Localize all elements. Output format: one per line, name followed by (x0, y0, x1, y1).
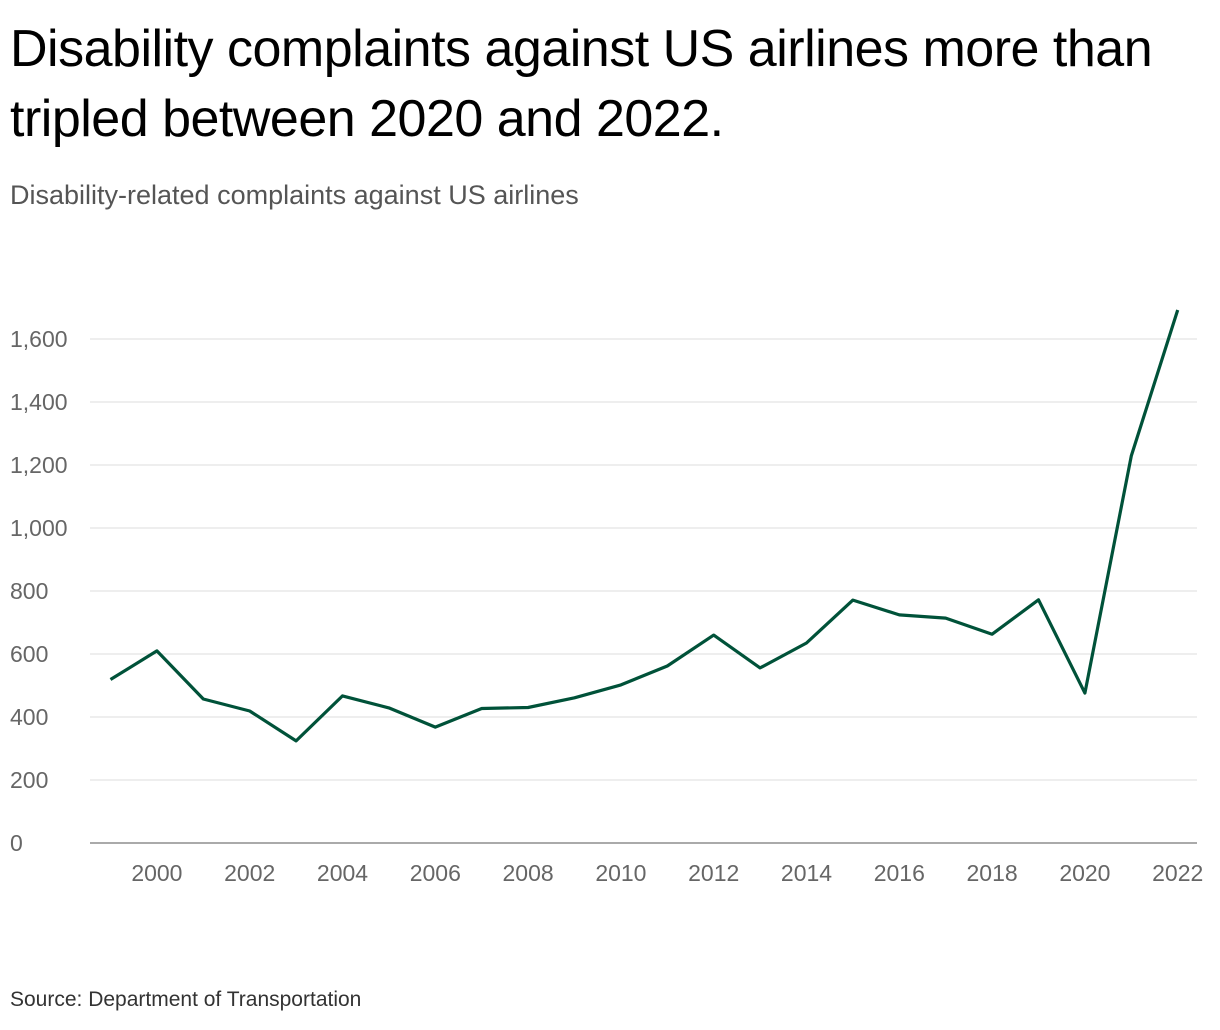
y-tick-label: 200 (10, 767, 48, 793)
x-tick-label: 2018 (967, 860, 1018, 886)
x-tick-label: 2000 (131, 860, 182, 886)
x-tick-label: 2014 (781, 860, 832, 886)
y-tick-label: 0 (10, 830, 23, 856)
x-tick-label: 2010 (595, 860, 646, 886)
x-tick-label: 2002 (224, 860, 275, 886)
x-tick-label: 2022 (1152, 860, 1203, 886)
chart-title: Disability complaints against US airline… (10, 20, 1153, 148)
y-tick-label: 800 (10, 578, 48, 604)
y-tick-label: 1,000 (10, 515, 68, 541)
y-tick-label: 1,400 (10, 389, 68, 415)
x-tick-label: 2006 (410, 860, 461, 886)
y-tick-label: 1,600 (10, 326, 68, 352)
series-line (109, 309, 1180, 743)
x-tick-label: 2004 (317, 860, 368, 886)
x-tick-label: 2008 (503, 860, 554, 886)
x-tick-label: 2012 (688, 860, 739, 886)
x-tick-label: 2016 (874, 860, 925, 886)
chart-subtitle: Disability-related complaints against US… (10, 180, 579, 210)
y-tick-label: 400 (10, 704, 48, 730)
y-tick-label: 1,200 (10, 452, 68, 478)
y-tick-label: 600 (10, 641, 48, 667)
source-note: Source: Department of Transportation (10, 988, 362, 1011)
x-tick-label: 2020 (1059, 860, 1110, 886)
